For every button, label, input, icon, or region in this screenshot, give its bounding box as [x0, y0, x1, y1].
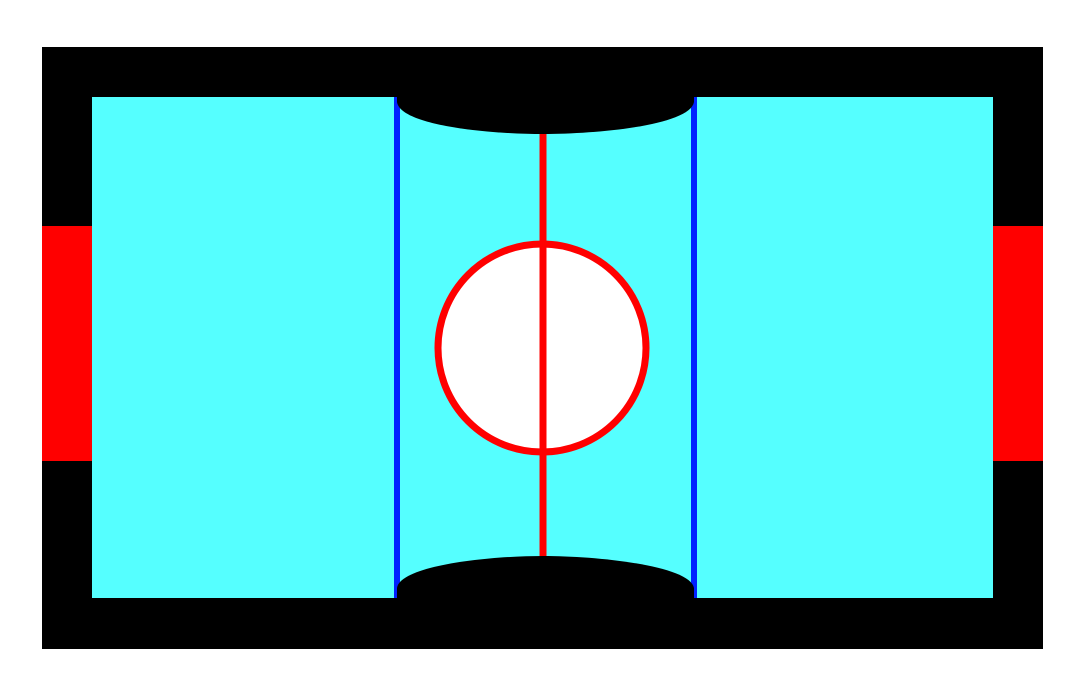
bottom-pocket — [397, 556, 694, 598]
right-goal — [993, 226, 1043, 461]
left-goal — [42, 226, 92, 461]
top-pocket — [397, 97, 694, 134]
